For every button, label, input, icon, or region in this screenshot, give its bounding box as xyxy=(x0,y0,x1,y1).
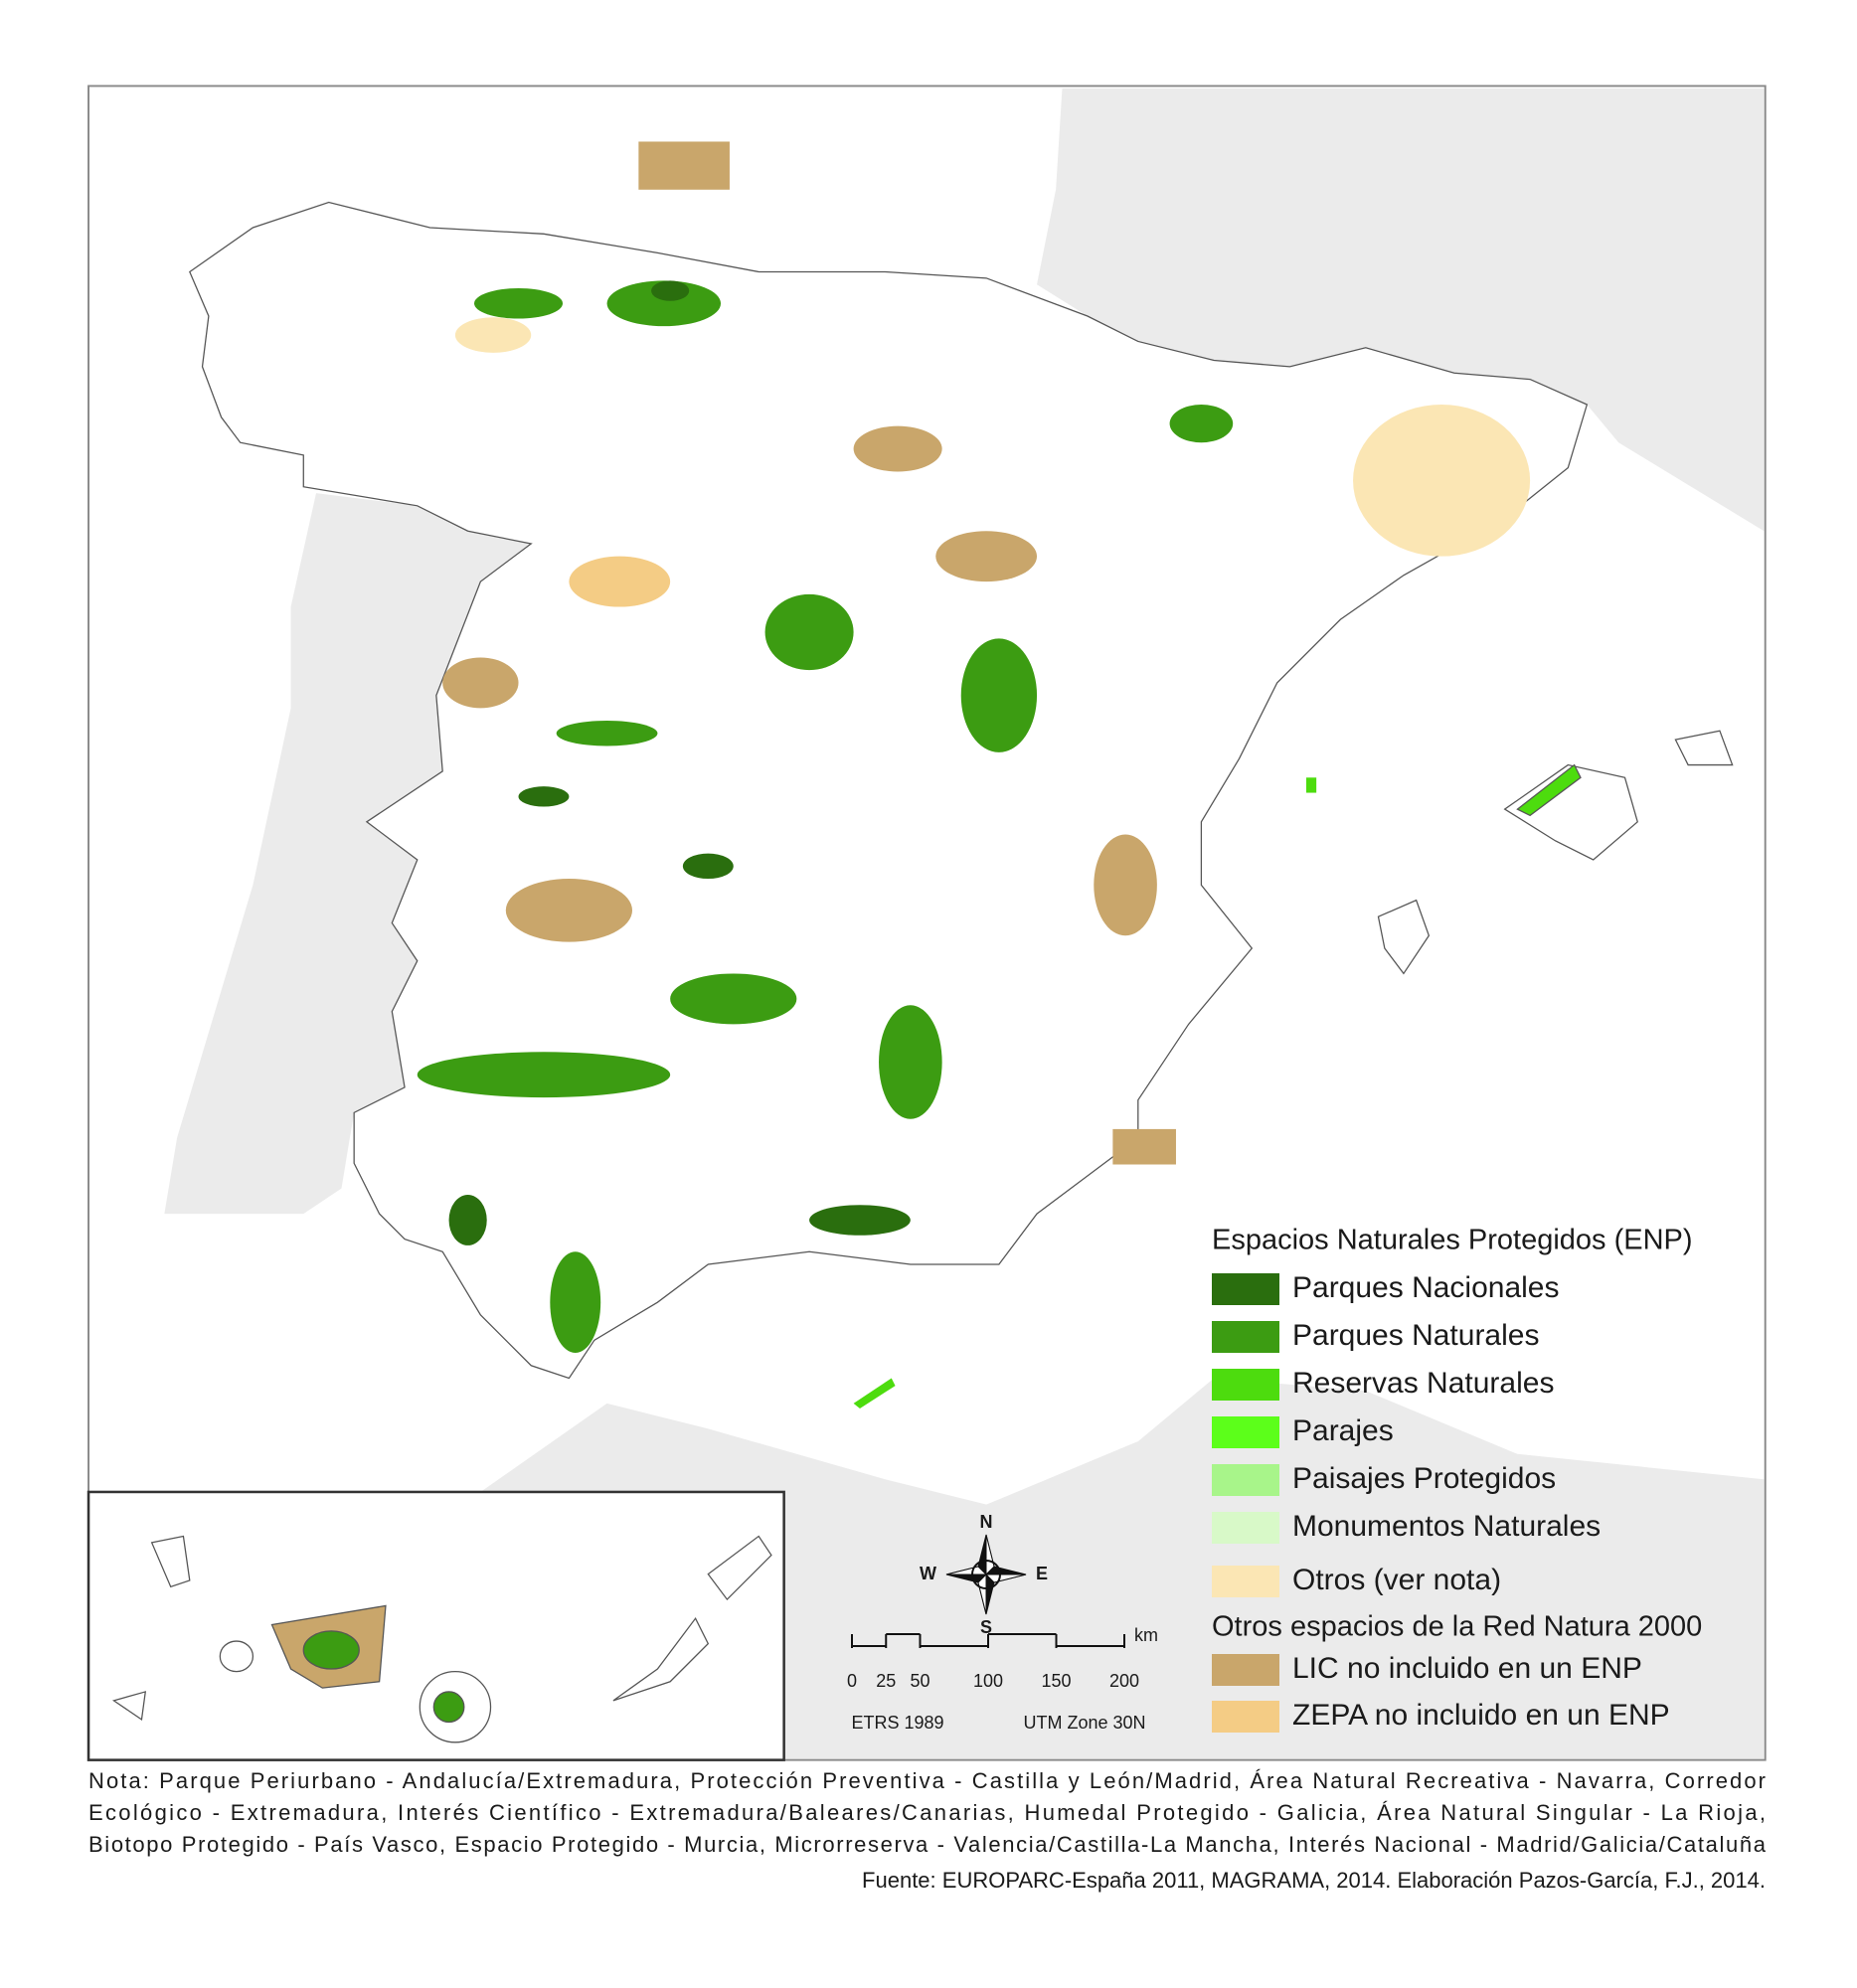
note-line: Ecológico - Extremadura, Interés Científ… xyxy=(88,1800,1766,1825)
legend-swatch xyxy=(1212,1369,1279,1401)
scale-label: 0 xyxy=(847,1671,857,1691)
area xyxy=(853,425,942,472)
area xyxy=(417,1052,671,1098)
france xyxy=(1037,88,1765,532)
compass-label: W xyxy=(920,1564,936,1583)
island xyxy=(219,1640,254,1673)
legend-swatch xyxy=(1212,1416,1279,1448)
legend-label: Otros (ver nota) xyxy=(1292,1564,1501,1596)
area xyxy=(448,1195,487,1245)
legend-label: LIC no incluido en un ENP xyxy=(1292,1652,1642,1685)
legend-label: Paisajes Protegidos xyxy=(1292,1462,1556,1495)
legend-label: ZEPA no incluido en un ENP xyxy=(1292,1699,1670,1732)
area xyxy=(1353,405,1531,557)
legend-swatch xyxy=(1212,1512,1279,1544)
area xyxy=(809,1205,911,1236)
area xyxy=(606,280,722,327)
africa xyxy=(480,1378,1765,1759)
scale-label: 150 xyxy=(1041,1671,1071,1691)
note-line: Biotopo Protegido - País Vasco, Espacio … xyxy=(88,1832,1767,1857)
area xyxy=(474,288,564,319)
compass-star xyxy=(945,1566,988,1575)
scale-label: 100 xyxy=(973,1671,1003,1691)
legend-swatch xyxy=(1212,1464,1279,1496)
island xyxy=(707,1535,772,1601)
note: Nota: Parque Periurbano - Andalucía/Extr… xyxy=(88,1768,1767,1857)
legend: Parques Nacionales Parques Naturales Reser… xyxy=(1212,1271,1670,1733)
area xyxy=(1516,763,1582,817)
canary-islands xyxy=(111,1535,772,1743)
scale-label: 25 xyxy=(876,1671,896,1691)
scale-unit: km xyxy=(1134,1625,1158,1645)
island xyxy=(612,1616,710,1702)
area xyxy=(1305,777,1317,793)
island xyxy=(150,1535,191,1588)
compass-star xyxy=(984,1574,1027,1583)
legend-subtitle: Otros espacios de la Red Natura 2000 xyxy=(1212,1611,1702,1643)
legend-label: Parques Nacionales xyxy=(1292,1271,1560,1304)
map xyxy=(86,84,1767,1761)
area xyxy=(556,721,658,746)
area xyxy=(569,556,671,607)
legend-title: Espacios Naturales Protegidos (ENP) xyxy=(1212,1225,1693,1256)
area xyxy=(935,531,1038,582)
legend-swatch xyxy=(1212,1321,1279,1353)
area xyxy=(960,638,1038,752)
area xyxy=(302,1630,360,1670)
area xyxy=(454,317,532,353)
legend-swatch xyxy=(1212,1701,1279,1733)
area xyxy=(1094,834,1157,936)
area xyxy=(682,853,734,880)
area xyxy=(651,280,690,301)
portugal xyxy=(164,493,532,1215)
area xyxy=(670,973,797,1025)
legend-label: Monumentos Naturales xyxy=(1292,1510,1601,1543)
area xyxy=(505,879,633,942)
source: Fuente: EUROPARC-España 2011, MAGRAMA, 2… xyxy=(862,1868,1766,1893)
ibiza xyxy=(1377,899,1431,975)
mallorca xyxy=(1503,763,1638,861)
area xyxy=(518,786,570,807)
scale-label: 200 xyxy=(1109,1671,1139,1691)
projection-zone: UTM Zone 30N xyxy=(1023,1713,1145,1733)
protected-areas xyxy=(417,141,1531,1409)
area xyxy=(1169,405,1234,443)
scale-label: 50 xyxy=(910,1671,929,1691)
compass-label: S xyxy=(980,1617,992,1637)
area xyxy=(442,657,519,709)
area xyxy=(432,1691,465,1724)
note-line: Nota: Parque Periurbano - Andalucía/Extr… xyxy=(88,1768,1766,1793)
area xyxy=(764,593,854,671)
compass-star xyxy=(985,1534,995,1576)
area xyxy=(550,1251,601,1354)
legend-swatch xyxy=(1212,1566,1279,1597)
area xyxy=(879,1005,942,1119)
legend-swatch xyxy=(1212,1654,1279,1686)
area xyxy=(1112,1128,1176,1165)
compass-star xyxy=(977,1573,987,1615)
compass-label: E xyxy=(1036,1564,1048,1583)
compass: N S E W xyxy=(920,1512,1048,1637)
legend-label: Parques Naturales xyxy=(1292,1319,1539,1352)
projection-datum: ETRS 1989 xyxy=(851,1713,943,1733)
balearic-islands xyxy=(1377,730,1734,975)
legend-label: Reservas Naturales xyxy=(1292,1367,1554,1400)
menorca xyxy=(1674,730,1734,766)
compass-ring xyxy=(971,1560,1001,1589)
legend-swatch xyxy=(1212,1273,1279,1305)
island xyxy=(111,1691,147,1722)
legend-label: Parajes xyxy=(1292,1414,1394,1447)
scale-bar: 0 25 50 100 150 200 km xyxy=(847,1625,1158,1691)
area xyxy=(853,1378,896,1409)
compass-label: N xyxy=(980,1512,993,1532)
area xyxy=(638,141,730,190)
